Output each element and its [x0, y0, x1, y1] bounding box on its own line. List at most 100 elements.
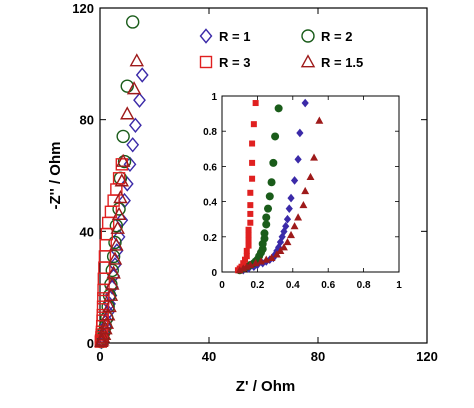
- data-point: [129, 117, 142, 133]
- data-point: [133, 92, 146, 108]
- data-point: [108, 235, 122, 250]
- legend-label: R = 1.5: [321, 55, 363, 70]
- legend: R = 1 R = 2 R = 3 R = 1.5: [199, 28, 363, 70]
- inset-data-point: [262, 220, 271, 229]
- inset-data-point: [247, 210, 254, 217]
- inset-x-tick-label: 0.8: [357, 280, 371, 291]
- inset-data-point: [245, 242, 252, 249]
- x-tick-label: 80: [311, 349, 325, 364]
- inset-y-tick-label: 0.4: [203, 198, 217, 209]
- inset-data-point: [276, 237, 285, 247]
- legend-marker-square-icon: [199, 55, 213, 69]
- inset-data-point: [243, 253, 250, 260]
- inset-data-point: [290, 176, 299, 185]
- legend-label: R = 2: [321, 29, 352, 44]
- inset-data-point: [267, 178, 276, 187]
- inset-data-point: [245, 232, 252, 239]
- data-point: [120, 176, 134, 192]
- series-r-1: [94, 67, 149, 350]
- main-plot: 0 40 80 120 0 40 80 120 Z' / Ohm -Z'' / Ohm: [47, 1, 438, 395]
- inset-data-point: [250, 121, 257, 128]
- legend-item: R = 1.5: [300, 54, 363, 70]
- inset-data-point: [238, 263, 245, 270]
- inset-data-point: [249, 175, 256, 182]
- y-tick-label: 40: [80, 224, 94, 239]
- inset-data-point: [243, 247, 250, 254]
- inset-data-point: [260, 229, 269, 238]
- inset-data-point: [285, 204, 293, 213]
- inset-y-tick-label: 0: [211, 268, 217, 279]
- inset-plot: 0 0.2 0.4 0.6 0.8 1 0 0.2 0.4 0.6 0.8 1: [192, 84, 414, 305]
- inset-data-point: [287, 230, 295, 239]
- series-r-1-5: [94, 53, 145, 347]
- data-point: [125, 15, 140, 29]
- data-point: [110, 220, 125, 234]
- data-point: [105, 276, 120, 290]
- inset-data-point: [262, 213, 271, 222]
- x-tick-label: 40: [202, 349, 216, 364]
- inset-data-point: [269, 158, 278, 167]
- inset-y-tick-label: 0.2: [203, 233, 217, 244]
- inset-data-point: [245, 226, 252, 233]
- data-point: [96, 308, 109, 322]
- legend-marker-triangle-icon: [300, 54, 316, 68]
- inset-data-point: [282, 221, 290, 231]
- legend-label: R = 1: [219, 29, 250, 44]
- data-point: [117, 154, 132, 169]
- inset-data-point: [247, 189, 254, 196]
- inset-data-point: [265, 192, 274, 201]
- inset-data-point: [301, 98, 309, 108]
- inset-data-point: [290, 222, 299, 230]
- inset-y-tick-label: 1: [211, 92, 217, 103]
- inset-data-point: [306, 172, 315, 181]
- inset-data-point: [299, 200, 308, 209]
- inset-data-point: [247, 202, 254, 209]
- data-point: [103, 287, 119, 301]
- data-point: [120, 106, 135, 120]
- inset-data-point: [310, 153, 318, 161]
- inset-data-point: [296, 128, 304, 138]
- data-point: [115, 153, 131, 167]
- inset-data-point: [242, 256, 249, 263]
- data-point: [97, 292, 110, 305]
- inset-x-tick-label: 0.2: [250, 280, 264, 291]
- y-tick-label: 0: [87, 336, 94, 351]
- inset-data-point: [249, 159, 256, 166]
- data-point: [120, 79, 134, 93]
- legend-item: R = 3: [199, 55, 250, 70]
- data-point: [111, 206, 127, 220]
- x-tick-label: 120: [416, 349, 438, 364]
- data-point: [116, 129, 130, 144]
- inset-data-point: [264, 204, 273, 213]
- inset-data-point: [279, 243, 288, 251]
- inset-x-tick-label: 0.6: [321, 280, 335, 291]
- data-point: [113, 190, 128, 204]
- inset-data-point: [267, 253, 276, 261]
- legend-label: R = 3: [219, 55, 250, 70]
- inset-data-point: [301, 186, 310, 195]
- data-point: [100, 307, 116, 321]
- data-point: [114, 173, 130, 187]
- inset-data-point: [294, 213, 303, 221]
- inset-x-tick-label: 0: [219, 280, 225, 291]
- inset-data-point: [247, 219, 254, 226]
- inset-data-point: [252, 100, 259, 107]
- inset-data-point: [249, 140, 256, 147]
- inset-series-r-1-5: [235, 116, 324, 274]
- inset-y-tick-label: 0.8: [203, 127, 217, 138]
- inset-data-point: [274, 104, 283, 113]
- inset-x-tick-label: 0.4: [286, 280, 300, 291]
- main-plot-frame: [99, 7, 428, 344]
- legend-item: R = 2: [301, 29, 352, 44]
- inset-y-tick-label: 0.6: [203, 162, 217, 173]
- data-point: [99, 315, 115, 329]
- legend-marker-circle-icon: [301, 29, 315, 43]
- inset-data-point: [283, 237, 292, 246]
- inset-data-point: [287, 193, 295, 203]
- legend-item: R = 1: [199, 28, 250, 44]
- inset-data-point: [283, 214, 292, 224]
- data-point: [107, 251, 123, 265]
- inset-data-point: [240, 260, 247, 267]
- data-point: [106, 265, 121, 279]
